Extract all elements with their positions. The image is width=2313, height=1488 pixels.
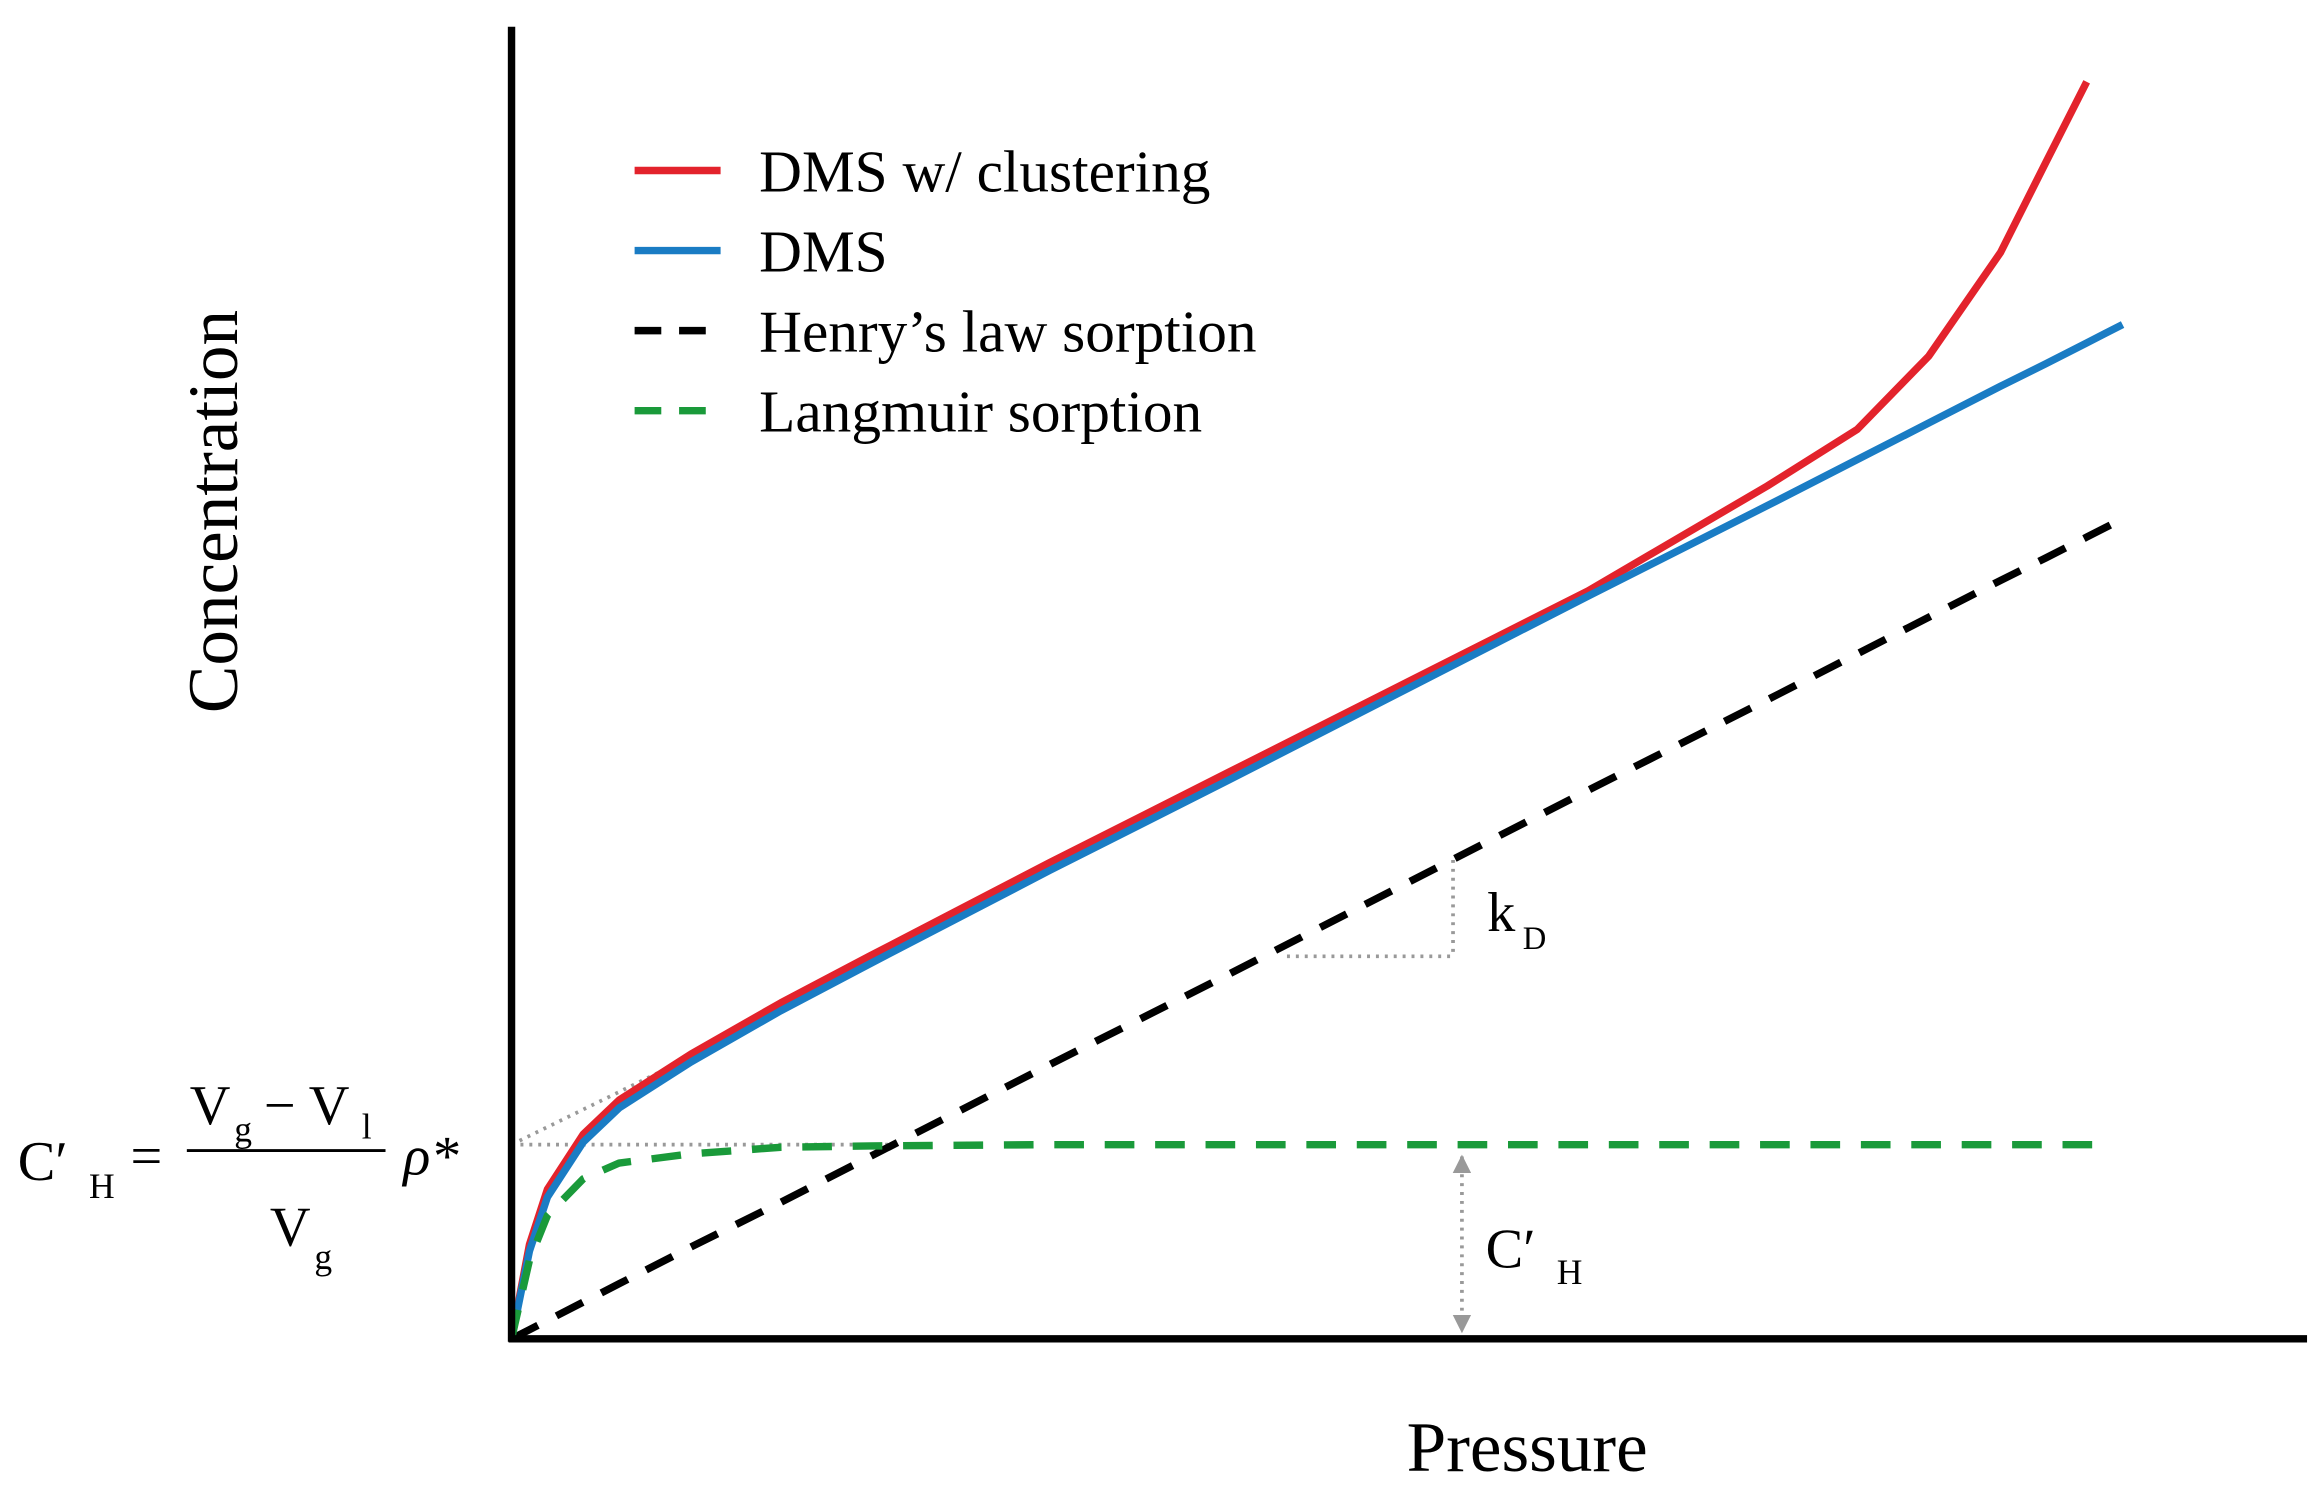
series-line [507, 321, 2125, 1340]
series-line [507, 80, 2090, 1340]
formula-num-a: V [190, 1075, 231, 1137]
plot-area [507, 80, 2125, 1343]
x-axis-label: Pressure [1407, 1409, 1648, 1487]
series-line [507, 1140, 2105, 1340]
series-line [509, 515, 2125, 1343]
formula-lhs: C′ [18, 1131, 68, 1193]
legend-label: DMS [759, 218, 888, 284]
legend-label: Henry’s law sorption [759, 298, 1256, 364]
formula-den-sub: g [314, 1237, 332, 1277]
formula-lhs-sub: H [89, 1166, 115, 1206]
formula-den: V [270, 1196, 311, 1258]
formula-equals: = [130, 1125, 162, 1187]
formula-num-b-sub: l [362, 1107, 372, 1147]
legend-label: DMS w/ clustering [759, 138, 1210, 204]
legend-label: Langmuir sorption [759, 378, 1202, 444]
guides [510, 859, 1472, 1334]
formula-factor: ρ* [401, 1125, 459, 1187]
formula-num-a-sub: g [234, 1110, 252, 1150]
legend: DMS w/ clustering DMS Henry’s law sorption… [634, 138, 1257, 444]
y-axis-label: Concentration [175, 310, 253, 713]
capacity-label: C′ [1486, 1219, 1536, 1281]
formula: C′ H = V g − V l V g ρ* [18, 1075, 460, 1277]
slope-label-sub: D [1523, 921, 1547, 957]
formula-num-b: − V [264, 1075, 350, 1137]
capacity-label-sub: H [1557, 1252, 1583, 1292]
slope-label: k [1487, 882, 1516, 944]
